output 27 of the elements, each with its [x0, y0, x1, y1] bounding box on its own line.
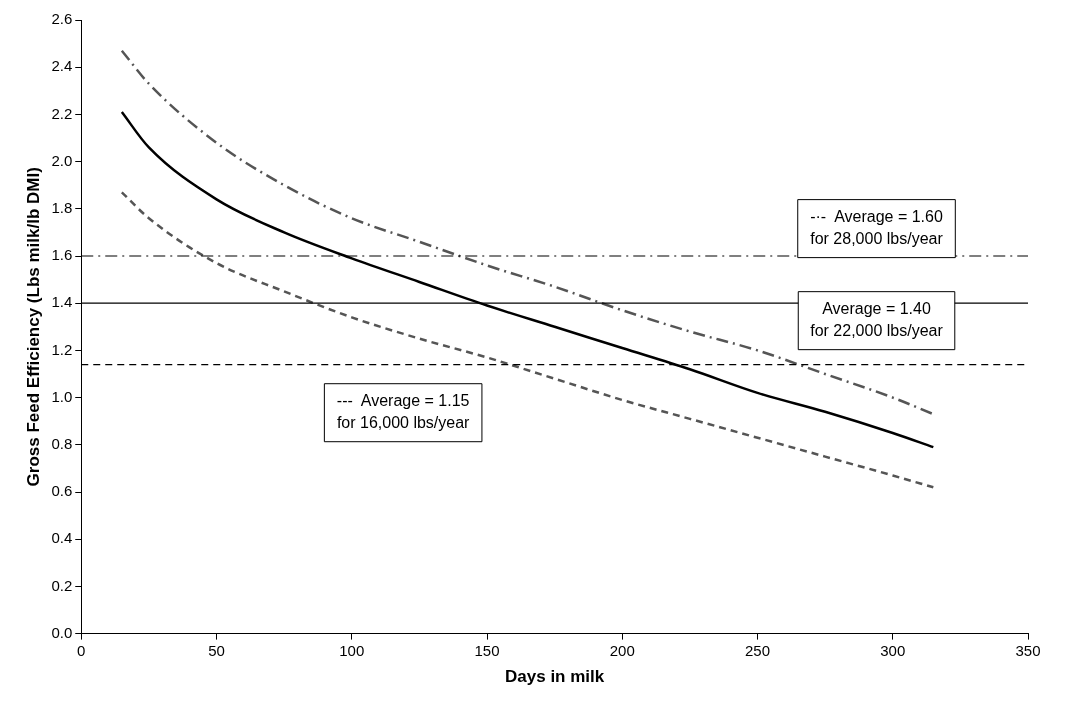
y-tick-label: 2.6: [51, 10, 73, 28]
y-tick-label: 0.2: [51, 576, 73, 594]
y-tick-label: 2.4: [51, 57, 73, 75]
y-tick-label: 0.8: [51, 434, 73, 452]
x-tick-label: 50: [208, 641, 225, 659]
x-tick-label: 200: [609, 641, 635, 659]
y-tick-label: 1.6: [51, 246, 73, 264]
y-tick-label: 1.2: [51, 340, 73, 358]
y-tick-label: 0.4: [51, 529, 73, 547]
x-tick-label: 250: [744, 641, 771, 659]
y-tick-label: 1.0: [51, 387, 73, 405]
annotation: Average = 1.40 for 22,000 lbs/year: [810, 300, 944, 340]
x-tick-label: 300: [880, 641, 906, 659]
x-tick-label: 350: [1015, 641, 1041, 659]
x-tick-label: 150: [474, 641, 500, 659]
y-tick-label: 2.2: [51, 104, 73, 122]
x-axis-title: Days in milk: [505, 667, 605, 687]
y-tick-label: 1.8: [51, 198, 73, 216]
annotation: -·- Average = 1.60 for 28,000 lbs/year: [810, 208, 944, 248]
x-tick-label: 0: [77, 641, 86, 659]
y-tick-label: 2.0: [51, 151, 73, 169]
y-tick-label: 1.4: [51, 293, 73, 311]
y-tick-label: 0.6: [51, 482, 73, 500]
annotation: --- Average = 1.15 for 16,000 lbs/year: [336, 392, 471, 432]
y-axis-title: Gross Feed Efficiency (Lbs milk/lb DMI): [23, 167, 43, 487]
y-tick-label: 0.0: [51, 623, 73, 641]
x-tick-label: 100: [339, 641, 365, 659]
